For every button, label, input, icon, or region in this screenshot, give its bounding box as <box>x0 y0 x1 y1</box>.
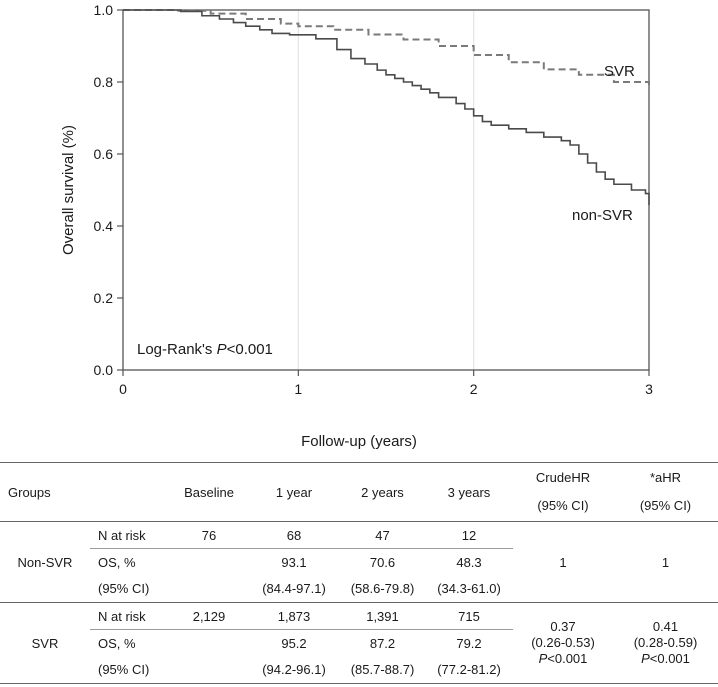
cell-2-years: 1,391 <box>340 602 425 630</box>
adjusted-hr-value: 0.41 <box>652 619 679 634</box>
row-label: OS, % <box>90 629 170 657</box>
curve-label-svr: SVR <box>604 63 635 80</box>
x-tick-label: 1 <box>294 381 302 397</box>
risk-table: Groups Baseline 1 year 2 years 3 years C… <box>0 462 718 684</box>
header-adjusted-hr-ci: (95% CI) <box>639 498 692 513</box>
cell-2-years: 47 <box>375 527 390 543</box>
table-row: SVR N at risk 2,129 1,873 1,391 715 0.37… <box>0 602 718 684</box>
adjusted-hr-p: P<0.001 <box>613 651 718 667</box>
row-label: N at risk <box>90 602 170 630</box>
cell-baseline <box>170 629 248 657</box>
y-tick-label: 0.0 <box>94 362 114 378</box>
header-crude-hr-ci: (95% CI) <box>537 498 589 513</box>
crude-hr-svr: 0.37 (0.26-0.53) P<0.001 <box>513 602 613 684</box>
series-line-svr <box>123 9 650 88</box>
group-name-non-svr: Non-SVR <box>17 554 73 570</box>
cell-1-year: 93.1 <box>248 548 340 576</box>
y-tick-label: 1.0 <box>94 2 114 18</box>
cell-3-years: 79.2 <box>425 629 513 657</box>
adjusted-p-value: <0.001 <box>649 651 690 666</box>
cell-baseline <box>170 576 248 603</box>
cell-1-year: (94.2-96.1) <box>248 656 340 684</box>
y-axis-label: Overall survival (%) <box>60 125 77 255</box>
cell-2-years: (85.7-88.7) <box>340 656 425 684</box>
table-row: (95% CI) (84.4-97.1) (58.6-79.8) (34.3-6… <box>0 576 718 603</box>
crude-hr-value: 0.37 <box>550 619 576 634</box>
cell-3-years: (34.3-61.0) <box>437 581 501 597</box>
crude-p-symbol: P <box>538 651 548 666</box>
crude-hr-p: P<0.001 <box>513 651 613 667</box>
chart-series <box>123 9 650 206</box>
adjusted-hr-svr: 0.41 (0.28-0.59) P<0.001 <box>613 602 718 684</box>
cell-3-years: 48.3 <box>425 548 513 576</box>
header-crude-hr-label: CrudeHR <box>535 470 591 485</box>
logrank-p-symbol: P <box>217 341 227 358</box>
x-tick-label: 3 <box>645 381 653 397</box>
table-row: (95% CI) (94.2-96.1) (85.7-88.7) (77.2-8… <box>0 656 718 684</box>
chart-axes: 0 1 2 3 0.0 0.2 0.4 0.6 0.8 1.0 <box>94 2 654 397</box>
survival-chart: 0 1 2 3 0.0 0.2 0.4 0.6 0.8 1.0 Overall survival … <box>60 2 654 397</box>
cell-1-year: 1,873 <box>248 602 340 630</box>
cell-2-years: (58.6-79.8) <box>350 581 415 597</box>
row-label: (95% CI) <box>98 581 150 597</box>
cell-3-years: (77.2-81.2) <box>425 656 513 684</box>
logrank-annotation: Log-Rank's P<0.001 <box>137 341 273 358</box>
y-tick-label: 0.6 <box>94 146 114 162</box>
x-axis-label: Follow-up (years) <box>301 433 417 450</box>
table-header-row: Groups Baseline 1 year 2 years 3 years C… <box>0 462 718 522</box>
series-line-non-svr <box>123 9 650 206</box>
table-row: OS, % 95.2 87.2 79.2 <box>0 629 718 657</box>
cell-2-years: 70.6 <box>340 548 425 576</box>
cell-1-year: 68 <box>286 527 302 543</box>
cell-baseline <box>170 548 248 576</box>
x-tick-label: 2 <box>470 381 478 397</box>
header-adjusted-hr-label: *aHR <box>649 470 682 485</box>
header-2-years: 2 years <box>340 462 425 522</box>
header-3-years: 3 years <box>425 462 513 522</box>
curve-label-non-svr: non-SVR <box>572 207 633 224</box>
adjusted-p-symbol: P <box>641 651 650 666</box>
row-label: OS, % <box>90 548 170 576</box>
crude-hr-non-svr: 1 <box>559 554 567 570</box>
logrank-prefix: Log-Rank's <box>137 341 217 358</box>
x-tick-label: 0 <box>119 381 127 397</box>
crude-p-value: <0.001 <box>547 651 588 666</box>
plot-frame <box>122 9 650 371</box>
header-groups: Groups <box>0 462 170 522</box>
table-row: OS, % 93.1 70.6 48.3 <box>0 548 718 576</box>
chart-gridlines <box>297 10 475 370</box>
y-tick-label: 0.2 <box>94 290 114 306</box>
cell-3-years: 12 <box>461 527 477 543</box>
y-tick-label: 0.4 <box>94 218 114 234</box>
cell-1-year: (84.4-97.1) <box>262 581 326 597</box>
y-tick-label: 0.8 <box>94 74 114 90</box>
cell-1-year: 95.2 <box>248 629 340 657</box>
cell-baseline <box>170 656 248 684</box>
cell-3-years: 715 <box>425 602 513 630</box>
table-row: Non-SVR N at risk 76 68 47 12 1 1 <box>0 522 718 570</box>
adjusted-hr-non-svr: 1 <box>661 554 670 570</box>
cell-baseline: 2,129 <box>170 602 248 630</box>
row-label: N at risk <box>98 527 146 543</box>
row-label: (95% CI) <box>90 656 170 684</box>
cell-baseline: 76 <box>201 527 217 543</box>
header-1-year: 1 year <box>248 462 340 522</box>
logrank-p-value: <0.001 <box>227 341 273 358</box>
header-crude-hr: CrudeHR (95% CI) <box>513 462 613 522</box>
cell-2-years: 87.2 <box>340 629 425 657</box>
header-adjusted-hr: *aHR (95% CI) <box>613 462 718 522</box>
group-name-svr: SVR <box>0 602 90 684</box>
adjusted-hr-ci: (0.28-0.59) <box>633 635 698 650</box>
crude-hr-ci: (0.26-0.53) <box>531 635 595 650</box>
header-baseline: Baseline <box>170 462 248 522</box>
